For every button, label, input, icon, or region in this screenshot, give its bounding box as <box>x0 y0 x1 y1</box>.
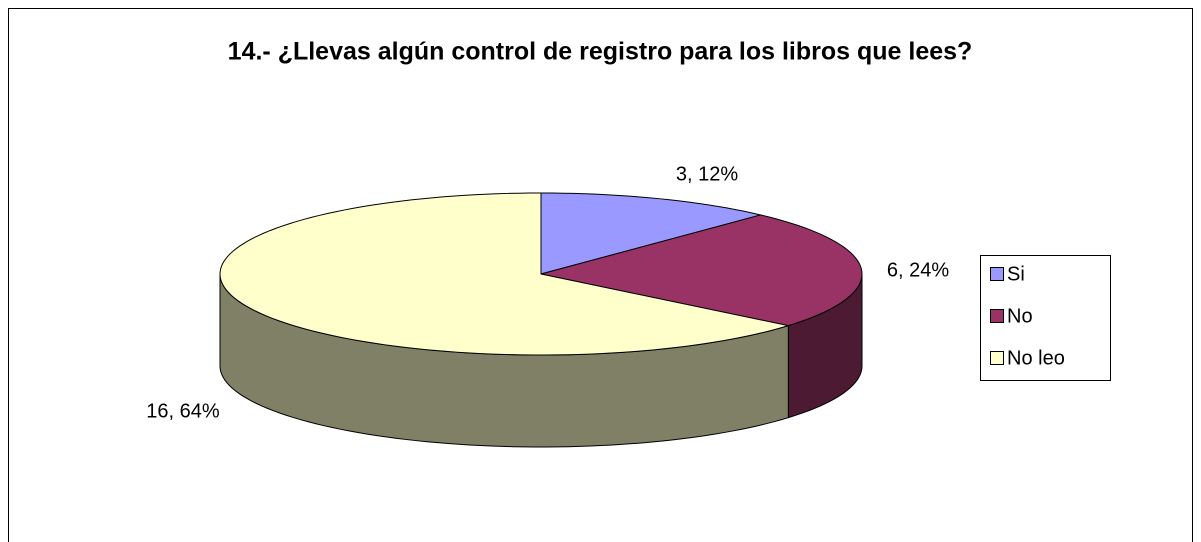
data-label: 3, 12% <box>676 163 738 185</box>
pie <box>219 192 863 448</box>
legend-label: No leo <box>1007 347 1065 369</box>
legend-label: No <box>1007 305 1033 327</box>
legend-swatch <box>990 309 1004 323</box>
slice <box>540 214 863 327</box>
legend-swatch <box>990 351 1004 365</box>
slice <box>540 192 761 275</box>
slice <box>219 192 789 356</box>
chart-title: 14.- ¿Llevas algún control de registro p… <box>228 38 973 66</box>
data-label: 16, 64% <box>146 400 220 422</box>
legend-label: Si <box>1007 263 1025 285</box>
legend-swatch <box>990 267 1004 281</box>
data-label: 6, 24% <box>887 259 949 281</box>
